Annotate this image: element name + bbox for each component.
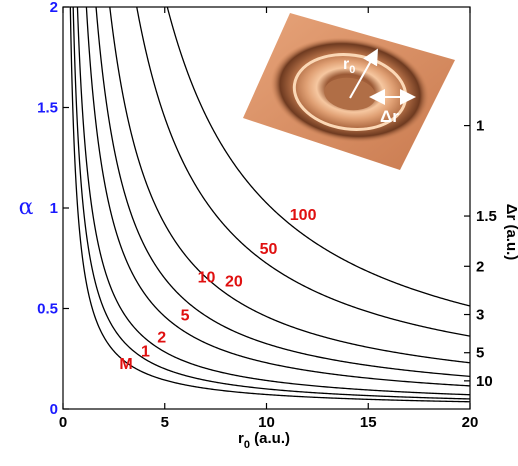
curve-50	[136, 7, 470, 337]
series-label-20: 20	[225, 273, 243, 290]
curve-5	[85, 7, 470, 387]
x-tick-label: 20	[462, 414, 479, 431]
series-label-100: 100	[290, 207, 317, 224]
curve-2	[76, 7, 470, 396]
series-label-10: 10	[198, 269, 216, 286]
right-axis: 1 1.5 2 3 5 10	[464, 118, 497, 390]
x-axis-title: r0 (a.u.)	[238, 430, 290, 451]
inset-r0-arrow	[349, 48, 378, 99]
y-tick-label: 2	[50, 0, 58, 16]
y-tick-label: 0	[50, 401, 58, 418]
right-axis-title: Δr (a.u.)	[503, 204, 518, 261]
curve-1	[72, 7, 470, 400]
x-axis-title-main: r	[238, 430, 244, 447]
y-tick-label: 0.5	[37, 301, 58, 318]
y-tick-label: 1	[50, 200, 58, 217]
curve-10	[95, 7, 470, 377]
inset-torus-hole	[324, 77, 376, 111]
curves-group	[69, 7, 470, 403]
x-axis-title-sub: 0	[244, 439, 250, 451]
series-label-50: 50	[260, 241, 278, 258]
right-tick-label: 3	[476, 307, 484, 324]
right-tick-label: 5	[476, 345, 484, 362]
right-tick-label: 2	[476, 258, 484, 275]
x-tick-label: 10	[258, 414, 275, 431]
curve-M	[69, 7, 470, 403]
inset-r0-sub: 0	[349, 64, 355, 76]
series-label-M: M	[119, 356, 132, 373]
curve-20	[109, 7, 470, 364]
x-tick-label: 5	[161, 414, 169, 431]
x-axis: 0 5 10 15 20	[59, 7, 479, 431]
x-tick-label: 0	[59, 414, 67, 431]
x-tick-label: 15	[360, 414, 377, 431]
curve-100	[166, 7, 470, 307]
inset-r0-label: r0	[343, 56, 355, 76]
y-axis-title: α	[19, 195, 34, 220]
y-tick-label: 1.5	[37, 100, 58, 117]
right-tick-label: 10	[476, 373, 493, 390]
right-tick-label: 1	[476, 118, 484, 135]
series-label-2: 2	[157, 330, 166, 347]
y-axis: 0 0.5 1 1.5 2	[37, 0, 69, 418]
right-tick-label: 1.5	[476, 208, 497, 225]
series-label-5: 5	[181, 308, 190, 325]
x-axis-title-unit: (a.u.)	[250, 430, 290, 447]
inset-dr-label: Δr	[380, 107, 399, 126]
series-label-1: 1	[141, 344, 150, 361]
inset-torus-image: r0 Δr	[243, 13, 455, 170]
inset-r0-main: r	[343, 56, 349, 73]
